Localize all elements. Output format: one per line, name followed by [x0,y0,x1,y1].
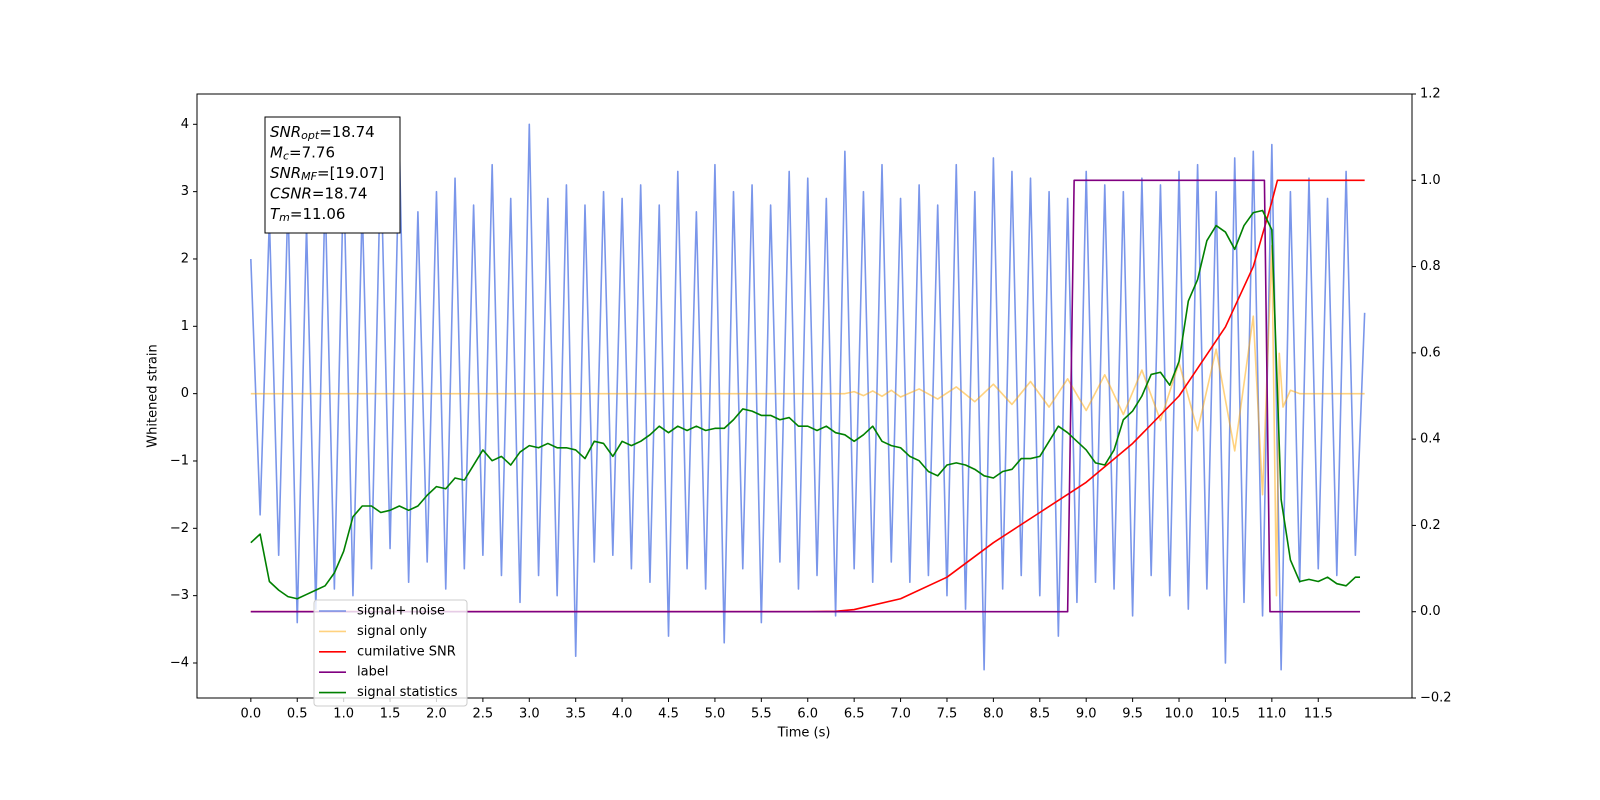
x-tick-label: 0.0 [240,707,261,722]
legend: signal+ noise signal only cumilative SNR la… [313,599,468,707]
series-line [250,123,1366,671]
y2-tick-label: 0.6 [1420,345,1441,360]
x-tick-label: 6.0 [797,707,818,722]
stats-box: SNRopt=18.74Mc=7.76SNRMF=[19.07]CSNR=18.… [264,116,401,234]
x-tick-label: 5.0 [705,707,726,722]
stats-line: CSNR=18.74 [270,184,367,202]
y2-tick-label: 0.4 [1420,432,1441,447]
plot-area [250,123,1366,671]
series-line [250,179,1365,613]
y-tick-label: −2 [170,521,189,536]
y2-tick-label: 0.8 [1420,259,1441,274]
y2-tick-label: 1.2 [1420,87,1441,102]
stats-symbol: SNR [270,123,301,141]
legend-label: cumilative SNR [357,644,456,659]
y-tick-label: 0 [181,386,189,401]
stats-text: =18.74 [312,184,368,202]
stats-text: =18.74 [319,123,375,141]
y-tick-label: 4 [181,117,189,132]
y-tick-label: −1 [170,453,189,468]
y-tick-label: 3 [181,184,189,199]
x-tick-label: 11.5 [1304,707,1333,722]
stats-subscript: MF [301,170,317,183]
x-tick-label: 2.5 [473,707,494,722]
x-tick-label: 3.5 [565,707,586,722]
series-line [250,179,1361,613]
stats-symbol: SNR [270,164,301,182]
x-tick-label: 10.5 [1211,707,1240,722]
stats-symbol: M [270,143,283,161]
stats-symbol: T [270,205,281,223]
series-line [250,209,1361,600]
series-line [250,244,1365,597]
legend-label: signal only [357,624,427,639]
x-tick-label: 1.0 [333,707,354,722]
y-tick-label: 1 [181,319,189,334]
y-tick-label: 2 [181,251,189,266]
legend-label: signal+ noise [357,604,445,619]
y2-tick-label: 1.0 [1420,173,1441,188]
x-tick-label: 4.0 [612,707,633,722]
x-tick-label: 6.5 [844,707,865,722]
x-axis-label: Time (s) [777,726,831,741]
x-tick-label: 8.0 [983,707,1004,722]
stats-subscript: m [279,211,290,224]
y-axis-label: Whitened strain [146,344,161,447]
y-tick-label: −3 [170,588,189,603]
x-tick-label: 0.5 [287,707,308,722]
stats-text: =[19.07] [317,164,384,182]
x-tick-label: 9.5 [1122,707,1143,722]
y-tick-label: −4 [170,655,189,670]
x-tick-label: 7.5 [937,707,958,722]
y2-tick-label: 0.0 [1420,604,1441,619]
axes-frame [196,93,1413,699]
x-tick-label: 3.0 [519,707,540,722]
stats-line: Mc=7.76 [270,143,335,163]
stats-line: SNRMF=[19.07] [270,164,384,184]
stats-line: SNRopt=18.74 [270,123,375,143]
x-tick-label: 8.5 [1029,707,1050,722]
stats-symbol: CSNR [270,184,312,202]
x-tick-label: 1.5 [380,707,401,722]
x-tick-label: 9.0 [1076,707,1097,722]
x-tick-label: 10.0 [1165,707,1194,722]
stats-subscript: c [283,150,289,163]
legend-label: signal statistics [357,685,458,700]
stats-text: =7.76 [289,143,335,161]
legend-frame [313,599,468,707]
y2-tick-label: −0.2 [1420,691,1452,706]
x-tick-label: 11.0 [1257,707,1286,722]
stats-subscript: opt [301,129,320,142]
y2-tick-label: 0.2 [1420,518,1441,533]
stats-line: Tm=11.06 [270,205,345,225]
x-tick-label: 4.5 [658,707,679,722]
x-tick-label: 5.5 [751,707,772,722]
x-tick-label: 2.0 [426,707,447,722]
stats-box-frame [264,116,401,234]
legend-label: label [357,665,388,680]
stats-text: =11.06 [290,205,346,223]
x-tick-label: 7.0 [890,707,911,722]
